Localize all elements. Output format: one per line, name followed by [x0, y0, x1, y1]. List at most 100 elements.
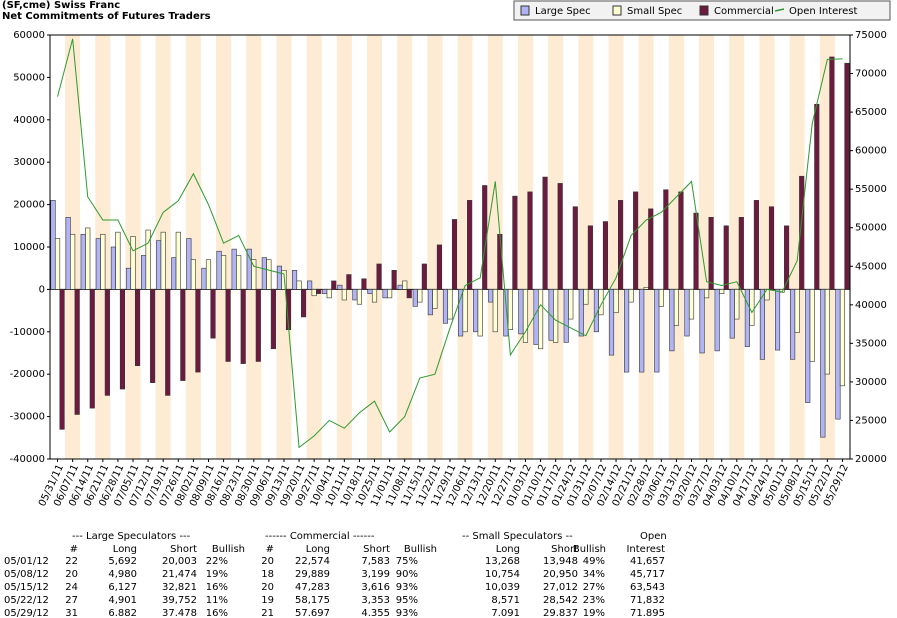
table-cell: 10,039: [485, 582, 520, 593]
bar: [749, 289, 755, 326]
bar: [160, 231, 166, 290]
bar: [643, 286, 649, 290]
bar: [251, 259, 257, 290]
band: [200, 35, 217, 459]
table-cell: 20: [261, 556, 274, 567]
bar: [602, 221, 609, 290]
band: [472, 35, 488, 459]
y-tick-label: -30000: [10, 412, 45, 423]
bar: [708, 217, 714, 290]
table-cell: 18: [261, 569, 274, 580]
bar: [50, 200, 56, 290]
bar: [572, 206, 578, 290]
bar: [587, 225, 593, 290]
bar: [145, 229, 151, 290]
table-header: Bullish: [212, 544, 245, 555]
bar: [790, 289, 796, 360]
band: [382, 35, 398, 459]
bar: [270, 289, 276, 350]
bar: [442, 289, 449, 324]
band: [714, 35, 730, 459]
bar: [658, 289, 664, 307]
bar: [246, 248, 252, 290]
bar: [492, 289, 498, 333]
bar: [65, 217, 71, 290]
bar: [387, 289, 393, 299]
bar: [744, 289, 750, 347]
bar: [150, 289, 156, 383]
bar: [458, 289, 464, 337]
bar: [134, 289, 141, 367]
table-cell: 34%: [583, 569, 605, 580]
bar: [240, 289, 246, 364]
band: [412, 35, 428, 459]
bar: [190, 259, 196, 290]
table-cell: 6,127: [108, 582, 137, 593]
bar: [663, 189, 669, 290]
y2-tick-label: 60000: [855, 146, 887, 157]
band: [261, 35, 277, 459]
bar: [205, 259, 212, 290]
bar: [361, 278, 367, 290]
band: [563, 35, 579, 459]
table-cell: 63,543: [630, 582, 665, 593]
bar: [216, 250, 222, 290]
band: [321, 35, 337, 459]
band: [397, 35, 413, 459]
bar: [125, 267, 132, 290]
y-tick-label: -10000: [10, 327, 45, 338]
band: [306, 35, 322, 459]
bar: [618, 200, 624, 290]
table-header: Long: [496, 544, 520, 555]
table-group: ------ Commercial ------: [265, 531, 375, 542]
table-cell: 27,012: [543, 582, 578, 593]
band: [593, 35, 609, 459]
table-cell: 20,003: [162, 556, 197, 567]
bar: [382, 289, 388, 299]
legend-swatch: [520, 5, 530, 16]
bar: [281, 270, 287, 290]
table-cell: 49%: [583, 556, 605, 567]
bar: [210, 289, 216, 339]
bar: [54, 238, 61, 290]
bar: [583, 289, 589, 305]
bar: [844, 62, 850, 290]
table-cell: 6.882: [108, 608, 137, 618]
bar: [341, 289, 347, 301]
bar: [100, 233, 106, 290]
table-cell: 39,752: [162, 595, 197, 606]
y2-tick-label: 25000: [855, 415, 887, 426]
bar: [447, 289, 453, 320]
table-cell: 05/29/12: [4, 608, 49, 618]
band: [351, 35, 367, 459]
table-cell: 05/01/12: [4, 556, 49, 567]
bar: [236, 255, 242, 290]
bar: [397, 284, 403, 290]
bar: [608, 289, 615, 356]
bar: [578, 289, 584, 337]
bar: [156, 240, 162, 290]
bar: [346, 274, 352, 290]
y-tick-label: 60000: [13, 30, 45, 41]
band: [578, 35, 594, 459]
bar: [195, 289, 201, 373]
table-cell: 29.837: [543, 608, 578, 618]
band: [683, 35, 700, 459]
bar: [391, 270, 397, 290]
bar: [291, 270, 298, 290]
bar: [774, 289, 781, 351]
bar: [201, 267, 207, 290]
table-cell: 22: [65, 556, 78, 567]
y2-tick-label: 40000: [855, 300, 887, 311]
bar: [296, 280, 302, 290]
table-cell: 31: [65, 608, 78, 618]
bar: [352, 289, 358, 301]
bar: [673, 289, 679, 326]
table-cell: 29,889: [295, 569, 330, 580]
bar: [141, 255, 147, 290]
legend-label: Commercial: [714, 6, 774, 17]
table-cell: 10,754: [485, 569, 520, 580]
legend-swatch: [774, 8, 785, 12]
table-cell: 4,980: [108, 569, 137, 580]
